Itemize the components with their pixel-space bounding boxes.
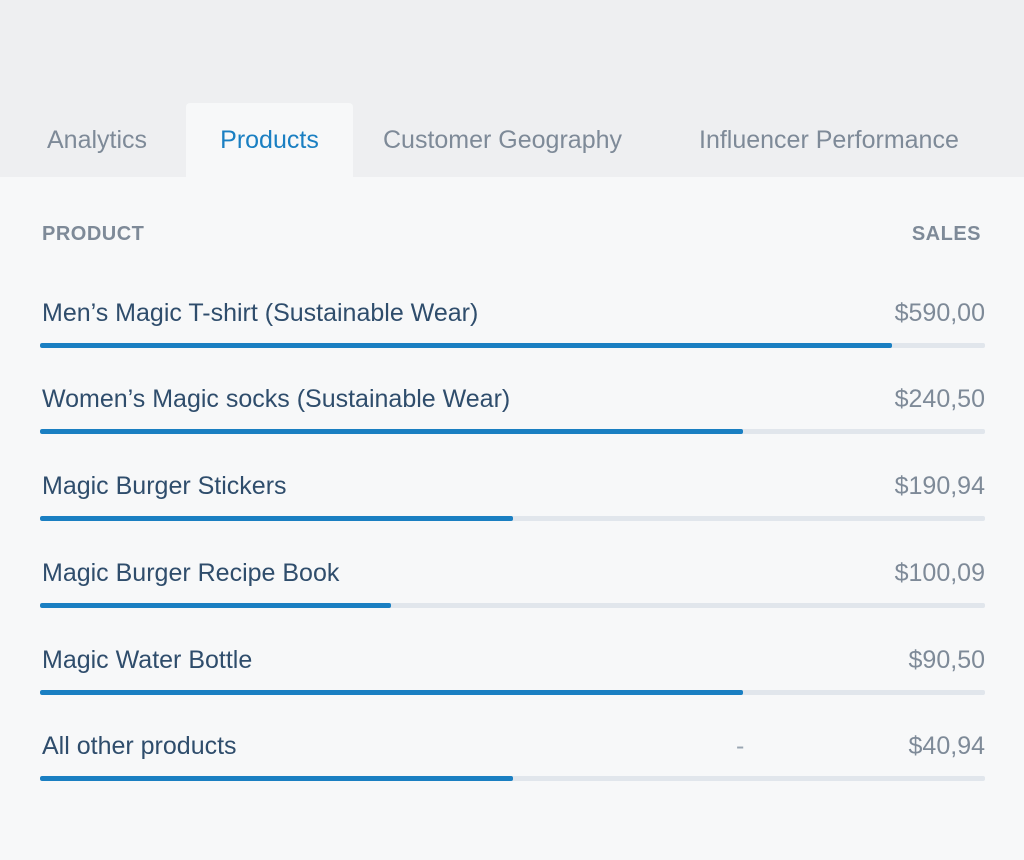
top-bar bbox=[0, 0, 1024, 177]
product-name: Men’s Magic T-shirt (Sustainable Wear) bbox=[42, 299, 479, 327]
product-name: All other products bbox=[42, 732, 237, 760]
trend-indicator: - bbox=[736, 732, 745, 760]
product-name: Women’s Magic socks (Sustainable Wear) bbox=[42, 385, 511, 413]
sales-bar-track bbox=[40, 343, 985, 348]
sales-value: $40,94 bbox=[908, 732, 985, 760]
product-name: Magic Burger Stickers bbox=[42, 472, 287, 500]
tab-customer-geography[interactable]: Customer Geography bbox=[383, 126, 623, 154]
tab-influencer-performance[interactable]: Influencer Performance bbox=[699, 126, 959, 154]
tab-analytics[interactable]: Analytics bbox=[47, 126, 148, 154]
column-header-product: PRODUCT bbox=[42, 223, 145, 245]
product-name: Magic Water Bottle bbox=[42, 646, 253, 674]
table-row: Women’s Magic socks (Sustainable Wear) $… bbox=[0, 385, 1024, 472]
sales-bar-fill bbox=[40, 776, 513, 781]
tab-bar: Analytics Products Customer Geography In… bbox=[0, 103, 1024, 177]
sales-bar-fill bbox=[40, 690, 744, 695]
sales-bar-track bbox=[40, 776, 985, 781]
sales-bar-track bbox=[40, 429, 985, 434]
sales-value: $190,94 bbox=[894, 472, 985, 500]
sales-bar-fill bbox=[40, 603, 391, 608]
table-row: Magic Burger Recipe Book $100,09 bbox=[0, 559, 1024, 646]
table-row: Magic Water Bottle $90,50 bbox=[0, 646, 1024, 733]
sales-bar-fill bbox=[40, 429, 744, 434]
sales-bar-track bbox=[40, 603, 985, 608]
sales-bar-fill bbox=[40, 343, 893, 348]
products-sales-table: PRODUCT SALES Men’s Magic T-shirt (Susta… bbox=[0, 177, 1024, 860]
sales-bar-fill bbox=[40, 516, 513, 521]
product-name: Magic Burger Recipe Book bbox=[42, 559, 340, 587]
sales-value: $240,50 bbox=[894, 385, 985, 413]
sales-bar-track bbox=[40, 516, 985, 521]
table-row: Men’s Magic T-shirt (Sustainable Wear) $… bbox=[0, 299, 1024, 386]
sales-bar-track bbox=[40, 690, 985, 695]
table-row: Magic Burger Stickers $190,94 bbox=[0, 472, 1024, 559]
column-header-sales: SALES bbox=[911, 223, 981, 245]
sales-value: $590,00 bbox=[894, 299, 985, 327]
sales-value: $90,50 bbox=[908, 646, 985, 674]
tab-products[interactable]: Products bbox=[186, 103, 353, 177]
sales-value: $100,09 bbox=[894, 559, 985, 587]
table-row: All other products - $40,94 bbox=[0, 732, 1024, 819]
